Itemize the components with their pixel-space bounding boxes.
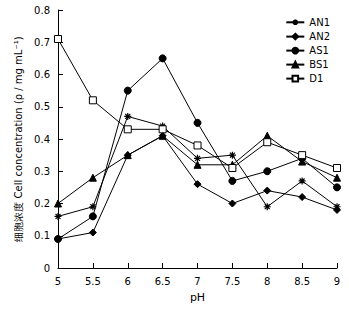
svg-text:8: 8 (264, 276, 270, 287)
svg-text:0.8: 0.8 (34, 5, 50, 16)
svg-text:0.6: 0.6 (34, 69, 50, 80)
svg-text:9: 9 (334, 276, 340, 287)
svg-text:0.3: 0.3 (34, 166, 50, 177)
svg-text:D1: D1 (309, 73, 323, 84)
svg-text:5: 5 (55, 276, 61, 287)
svg-text:8.5: 8.5 (294, 276, 310, 287)
svg-text:0.7: 0.7 (34, 37, 50, 48)
svg-text:细胞浓度 Cell concentration (ρ / m: 细胞浓度 Cell concentration (ρ / mg mL⁻¹) (13, 36, 24, 241)
svg-text:AN1: AN1 (309, 17, 330, 28)
svg-text:0.1: 0.1 (34, 230, 50, 241)
svg-text:5.5: 5.5 (85, 276, 101, 287)
svg-text:AS1: AS1 (309, 45, 329, 56)
svg-text:0.5: 0.5 (34, 101, 50, 112)
svg-text:6: 6 (125, 276, 131, 287)
svg-text:7: 7 (194, 276, 200, 287)
svg-text:BS1: BS1 (309, 59, 328, 70)
svg-text:AN2: AN2 (309, 31, 330, 42)
svg-text:0.2: 0.2 (34, 198, 50, 209)
svg-text:6.5: 6.5 (155, 276, 171, 287)
svg-text:7.5: 7.5 (224, 276, 240, 287)
svg-text:pH: pH (190, 291, 205, 304)
svg-text:0: 0 (44, 263, 50, 274)
svg-text:0.4: 0.4 (34, 134, 50, 145)
